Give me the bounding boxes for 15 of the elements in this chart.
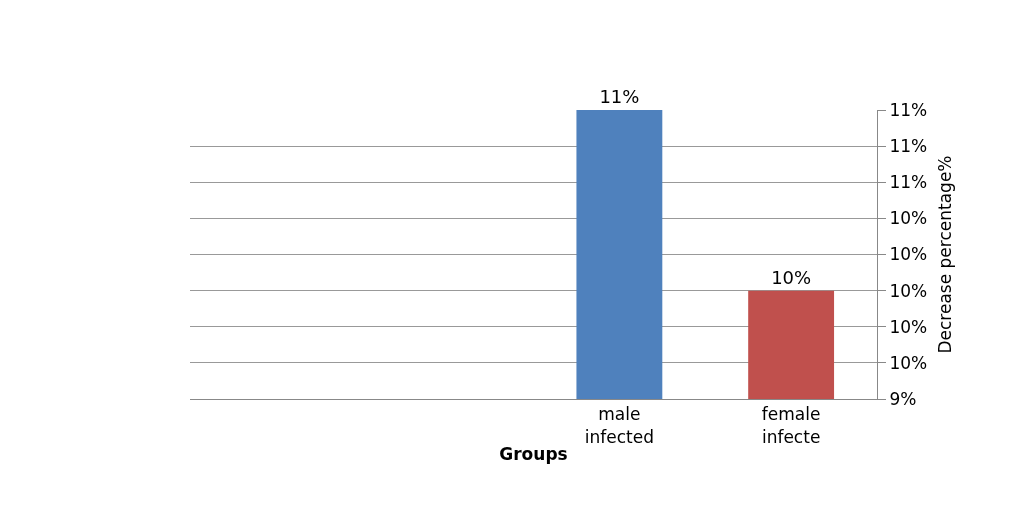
x-tick-label: female infecte xyxy=(761,404,821,447)
y-tick-label: 10% xyxy=(889,352,928,373)
y-tick-label: 10% xyxy=(889,244,928,265)
y-tick-label: 9% xyxy=(889,388,917,409)
data-label: 11% xyxy=(599,86,640,107)
y-tick-label: 10% xyxy=(889,316,928,337)
y-tick-label: 11% xyxy=(889,136,928,157)
x-tick-label: male infected xyxy=(584,404,654,447)
x-axis-title: Groups xyxy=(499,444,568,464)
y-tick-label: 10% xyxy=(889,280,928,301)
data-label: 10% xyxy=(771,266,812,288)
y-tick-label: 11% xyxy=(889,172,928,193)
y-tick-label: 10% xyxy=(889,208,928,229)
y-tick-label: 11% xyxy=(889,99,928,120)
y-axis-title: Decrease percentage% xyxy=(934,155,955,354)
